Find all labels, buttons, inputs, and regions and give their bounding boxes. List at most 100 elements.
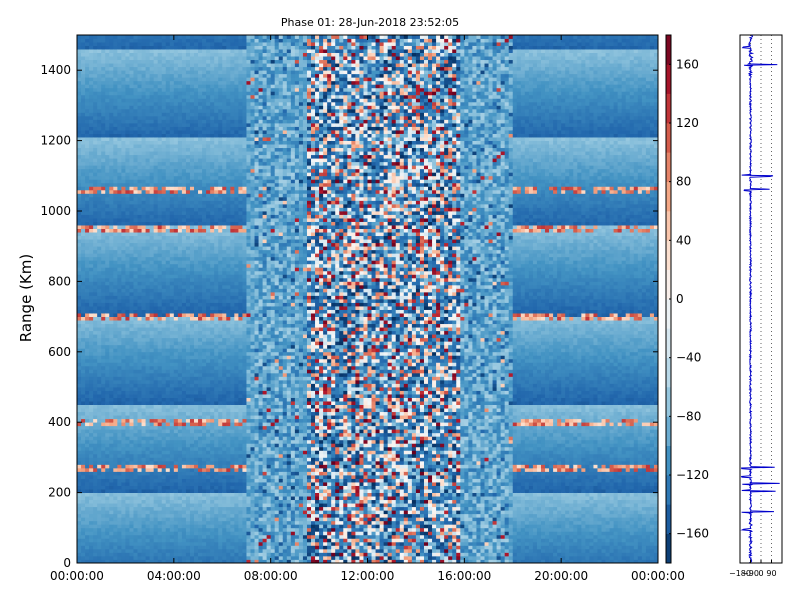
heatmap-cell <box>169 506 175 511</box>
heatmap-cell <box>105 432 110 437</box>
heatmap-cell <box>125 432 130 437</box>
heatmap-cell <box>137 348 142 353</box>
heatmap-cell <box>153 52 159 57</box>
heatmap-cell <box>202 306 207 310</box>
heatmap-cell <box>101 334 106 339</box>
heatmap-cell <box>109 334 114 339</box>
heatmap-cell <box>97 35 102 39</box>
heatmap-cell <box>189 517 195 522</box>
heatmap-cell <box>133 267 138 272</box>
heatmap-cell <box>202 101 207 106</box>
heatmap-cell <box>97 485 102 490</box>
heatmap-cell <box>177 151 183 156</box>
heatmap-cell <box>89 467 94 472</box>
heatmap-cell <box>202 559 207 564</box>
heatmap-cell <box>133 482 138 486</box>
heatmap-cell <box>206 140 211 145</box>
heatmap-cell <box>81 221 86 226</box>
heatmap-cell <box>145 450 151 455</box>
heatmap-cell <box>157 559 163 564</box>
heatmap-cell <box>145 534 151 539</box>
heatmap-cell <box>113 161 118 166</box>
heatmap-cell <box>161 467 167 472</box>
heatmap-cell <box>206 344 211 349</box>
heatmap-cell <box>121 73 126 78</box>
heatmap-cell <box>85 408 90 413</box>
heatmap-cell <box>133 101 138 106</box>
heatmap-cell <box>89 144 94 149</box>
heatmap-cell <box>165 87 171 92</box>
heatmap-cell <box>153 415 159 420</box>
heatmap-cell <box>185 147 191 152</box>
heatmap-cell <box>137 383 142 388</box>
heatmap-cell <box>133 91 138 96</box>
heatmap-cell <box>202 239 207 244</box>
heatmap-cell <box>85 165 90 170</box>
heatmap-cell <box>121 464 126 469</box>
heatmap-cell <box>137 186 142 191</box>
heatmap-cell <box>198 330 203 335</box>
heatmap-cell <box>105 467 110 472</box>
heatmap-cell <box>137 306 142 310</box>
heatmap-cell <box>137 467 142 472</box>
heatmap-cell <box>85 228 90 233</box>
heatmap-cell <box>198 548 203 553</box>
heatmap-cell <box>81 337 86 342</box>
heatmap-cell <box>81 460 86 465</box>
heatmap-cell <box>113 189 118 194</box>
heatmap-cell <box>181 499 187 504</box>
heatmap-cell <box>198 492 203 497</box>
heatmap-cell <box>117 295 122 300</box>
heatmap-cell <box>93 256 98 261</box>
heatmap-cell <box>206 42 211 46</box>
heatmap-cell <box>153 288 159 293</box>
heatmap-cell <box>149 545 155 550</box>
heatmap-cell <box>113 362 118 367</box>
heatmap-cell <box>165 408 171 413</box>
heatmap-cell <box>129 119 134 124</box>
heatmap-cell <box>157 453 163 458</box>
heatmap-cell <box>181 221 187 226</box>
heatmap-cell <box>202 172 207 177</box>
heatmap-cell <box>113 242 118 247</box>
heatmap-cell <box>194 534 199 539</box>
heatmap-cell <box>157 101 163 106</box>
heatmap-cell <box>101 457 106 462</box>
heatmap-cell <box>181 534 187 539</box>
heatmap-cell <box>161 108 167 113</box>
heatmap-cell <box>181 101 187 106</box>
heatmap-cell <box>198 358 203 363</box>
heatmap-cell <box>81 130 86 134</box>
heatmap-cell <box>185 203 191 208</box>
heatmap-cell <box>133 387 138 391</box>
heatmap-cell <box>149 327 155 332</box>
heatmap-cell <box>121 235 126 240</box>
heatmap-cell <box>77 161 82 166</box>
heatmap-cell <box>189 404 195 409</box>
heatmap-cell <box>153 411 159 416</box>
heatmap-cell <box>157 471 163 476</box>
heatmap-cell <box>206 161 211 166</box>
heatmap-cell <box>149 524 155 529</box>
heatmap-cell <box>85 232 90 237</box>
heatmap-cell <box>77 256 82 261</box>
heatmap-cell <box>89 281 94 286</box>
heatmap-cell <box>129 49 134 53</box>
heatmap-cell <box>153 387 159 391</box>
heatmap-cell <box>85 351 90 356</box>
heatmap-cell <box>89 320 94 325</box>
heatmap-cell <box>85 115 90 120</box>
heatmap-cell <box>81 397 86 402</box>
heatmap-cell <box>194 376 199 381</box>
heatmap-cell <box>157 175 163 180</box>
heatmap-cell <box>169 267 175 272</box>
heatmap-cell <box>141 390 146 395</box>
heatmap-cell <box>169 538 175 543</box>
heatmap-cell <box>161 538 167 543</box>
heatmap-cell <box>93 482 98 486</box>
heatmap-cell <box>77 316 82 321</box>
heatmap-cell <box>206 186 211 191</box>
heatmap-cell <box>198 165 203 170</box>
heatmap-cell <box>185 211 191 215</box>
heatmap-cell <box>145 267 151 272</box>
